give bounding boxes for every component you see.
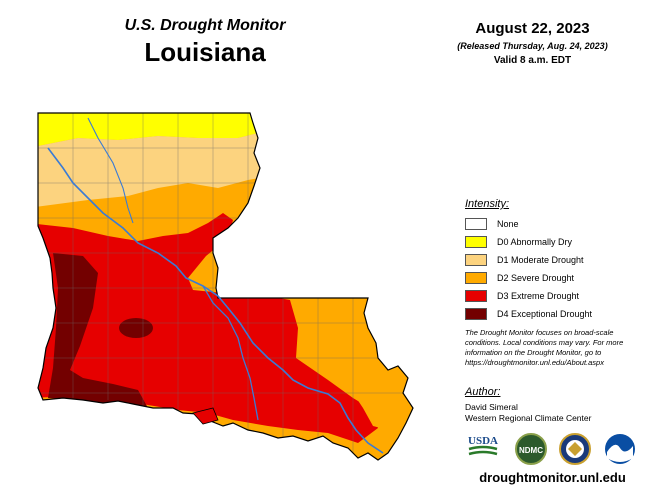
legend-swatch: [465, 308, 487, 320]
map-subtitle: U.S. Drought Monitor: [124, 17, 286, 34]
legend-swatch: [465, 218, 487, 230]
d2-coast-patch: [353, 363, 403, 430]
legend-label: D4 Exceptional Drought: [497, 309, 593, 319]
legend-swatch: [465, 272, 487, 284]
doc-seal-logo: [559, 433, 591, 465]
legend-item: D1 Moderate Drought: [465, 253, 584, 267]
author-org: Western Regional Climate Center: [465, 413, 592, 423]
map-title: Louisiana: [144, 37, 266, 67]
info-note: The Drought Monitor focuses on broad-sca…: [465, 328, 624, 367]
author-name: David Simeral: [465, 402, 518, 412]
legend-swatch: [465, 290, 487, 302]
legend-swatch: [465, 236, 487, 248]
louisiana-drought-map: [37, 112, 414, 461]
atchafalaya-river: [202, 285, 259, 421]
legend-label: D3 Extreme Drought: [497, 291, 580, 301]
legend-label: D1 Moderate Drought: [497, 255, 584, 265]
county-lines: [38, 113, 413, 453]
ouachita-river: [87, 117, 134, 224]
valid-time: Valid 8 a.m. EDT: [493, 55, 572, 66]
ndmc-logo-text: NDMC: [519, 446, 543, 455]
coastal-island: [192, 407, 219, 425]
usda-logo-text: USDA: [468, 435, 498, 447]
legend-item: D3 Extreme Drought: [465, 289, 579, 303]
legend-label: D0 Abnormally Dry: [497, 237, 573, 247]
release-note: (Released Thursday, Aug. 24, 2023): [457, 41, 608, 51]
legend-item: None: [465, 217, 519, 231]
d4-central: [119, 318, 153, 338]
author-title: Author:: [465, 386, 501, 398]
map-date: August 22, 2023: [475, 20, 590, 37]
legend-label: None: [497, 219, 519, 229]
legend-label: D2 Severe Drought: [497, 273, 575, 283]
legend-item: D2 Severe Drought: [465, 271, 574, 285]
legend-item: D0 Abnormally Dry: [465, 235, 572, 249]
red-river: [47, 147, 384, 454]
legend-title: Intensity:: [465, 198, 510, 210]
website-url[interactable]: droughtmonitor.unl.edu: [479, 470, 626, 485]
state-outline: [37, 112, 414, 461]
usda-logo: USDA: [468, 435, 498, 456]
ndmc-logo: NDMC: [515, 433, 547, 465]
legend-swatch: [465, 254, 487, 266]
legend-item: D4 Exceptional Drought: [465, 307, 592, 321]
noaa-logo: [605, 434, 635, 464]
